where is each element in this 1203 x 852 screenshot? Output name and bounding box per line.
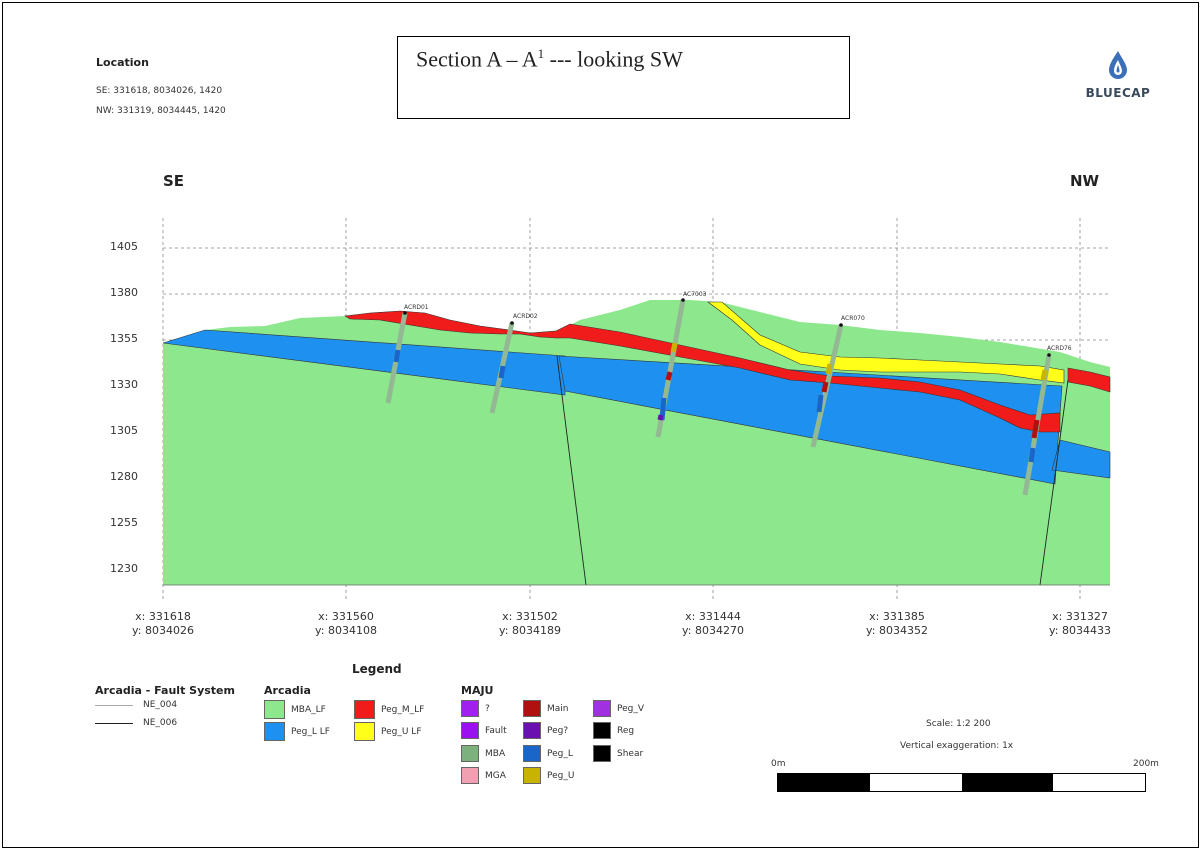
label-nw: NW (1070, 172, 1100, 190)
section-title-suffix: --- looking SW (544, 46, 683, 72)
legend-title: Legend (352, 662, 402, 676)
flame-drop-icon (1109, 51, 1127, 79)
unit-peg-m-lf (344, 310, 1061, 433)
elevation-tick: 1355 (110, 332, 138, 345)
legend-maju-item: Peg_V (593, 700, 644, 717)
drillhole-label: ACRD76 (1047, 345, 1072, 352)
scale-bar (777, 773, 1146, 792)
legend-maju-item: Main (523, 700, 569, 717)
drillhole-labels: ACRD01 ACRD02 AC7003 ACR070 ACRD76 (404, 291, 1072, 352)
scale-ratio: Scale: 1:2 200 (926, 719, 991, 729)
legend-maju-item: Peg_U (523, 767, 574, 784)
elevation-tick: 1230 (110, 562, 138, 575)
position-tick: x: 331444 y: 8034270 (682, 610, 744, 637)
vertical-exaggeration: Vertical exaggeration: 1x (900, 741, 1014, 751)
drillhole-collars (403, 298, 1051, 357)
position-tick: x: 331327 y: 8034433 (1049, 610, 1111, 637)
elevation-tick: 1305 (110, 424, 138, 437)
elevation-tick: 1255 (110, 516, 138, 529)
drillhole-label: ACR070 (841, 315, 865, 322)
scale-start: 0m (771, 759, 786, 769)
position-tick: x: 331560 y: 8034108 (315, 610, 377, 637)
legend-maju-item: Peg_L (523, 745, 573, 762)
legend-maju-item: Shear (593, 745, 643, 762)
logo-text: BLUECAP (1085, 86, 1151, 100)
position-tick: x: 331385 y: 8034352 (866, 610, 928, 637)
legend-arcadia-item: Peg_L LF (264, 722, 330, 741)
location-se: SE: 331618, 8034026, 1420 (96, 86, 223, 96)
position-tick: x: 331618 y: 8034026 (132, 610, 194, 637)
location-title: Location (96, 56, 149, 69)
section-title-box: Section A – A1 --- looking SW (397, 36, 850, 119)
elevation-tick: 1405 (110, 240, 138, 253)
section-title-superscript: 1 (537, 46, 545, 61)
legend-maju-title: MAJU (461, 684, 494, 697)
legend-maju-item: MGA (461, 767, 506, 784)
legend-fault-system-title: Arcadia - Fault System (95, 684, 235, 697)
legend-arcadia-item: MBA_LF (264, 700, 326, 719)
legend-fault-ne-004: NE_004 (95, 700, 177, 710)
unit-peg-u-lf (707, 301, 1065, 384)
location-nw: NW: 331319, 8034445, 1420 (96, 106, 226, 116)
elevation-tick: 1280 (110, 470, 138, 483)
section-title: Section A – A (416, 46, 538, 72)
position-tick: x: 331502 y: 8034189 (499, 610, 561, 637)
legend-maju-item: ? (461, 700, 490, 717)
bluecap-logo: BLUECAP (1068, 50, 1168, 100)
unit-peg-l-lf-left (162, 329, 566, 396)
fault-ne-004 (556, 355, 587, 586)
legend-arcadia-item: Peg_U LF (354, 722, 422, 741)
elevation-tick: 1380 (110, 286, 138, 299)
legend-maju-item: Peg? (523, 722, 568, 739)
legend-arcadia-item: Peg_M_LF (354, 700, 424, 719)
legend-maju-item: Fault (461, 722, 507, 739)
label-se: SE (163, 172, 185, 190)
drillhole-label: AC7003 (683, 291, 707, 298)
fault-ne-006 (1039, 379, 1069, 586)
legend-maju-item: MBA (461, 745, 505, 762)
drillhole-label: ACRD02 (513, 313, 538, 320)
scale-end: 200m (1133, 759, 1159, 769)
drillhole-intercepts (393, 342, 1048, 463)
unit-peg-l-lf-right (1051, 439, 1111, 479)
elevation-tick: 1330 (110, 378, 138, 391)
legend-fault-ne-006: NE_006 (95, 718, 177, 728)
drillhole-label: ACRD01 (404, 304, 429, 311)
legend-arcadia-title: Arcadia (264, 684, 311, 697)
legend-maju-item: Reg (593, 722, 634, 739)
